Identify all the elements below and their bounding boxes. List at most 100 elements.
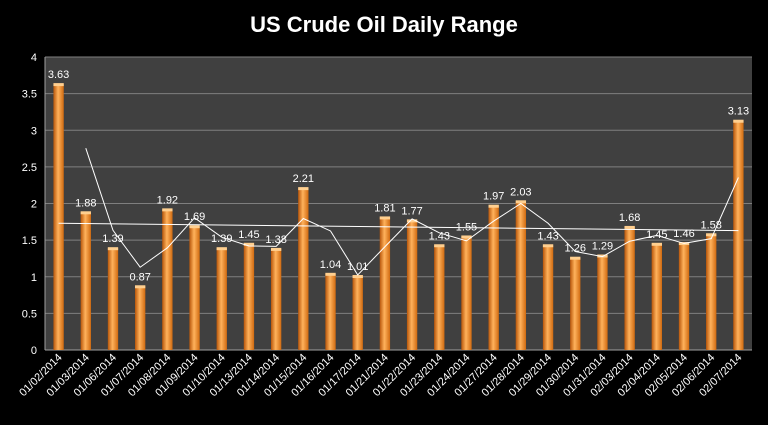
bar-top bbox=[189, 225, 200, 229]
bar-top bbox=[243, 242, 255, 246]
data-label: 2.21 bbox=[293, 173, 314, 185]
bar bbox=[352, 275, 363, 350]
bar-body bbox=[298, 188, 309, 350]
bar-top bbox=[325, 272, 336, 276]
bar bbox=[298, 187, 309, 350]
bar bbox=[135, 285, 146, 350]
y-tick-label: 2.5 bbox=[22, 162, 37, 174]
data-label: 1.26 bbox=[565, 243, 586, 255]
bar-top bbox=[515, 200, 527, 204]
bar-body bbox=[488, 205, 499, 350]
bar-top bbox=[379, 216, 391, 220]
bar-body bbox=[216, 248, 227, 350]
data-label: 1.29 bbox=[592, 241, 613, 253]
data-label: 1.45 bbox=[646, 229, 667, 241]
y-tick-label: 1.5 bbox=[22, 235, 37, 247]
data-label: 1.88 bbox=[75, 197, 96, 209]
bar-top bbox=[488, 204, 499, 208]
bar bbox=[488, 204, 499, 350]
data-label: 3.13 bbox=[728, 106, 749, 118]
data-label: 1.04 bbox=[320, 259, 341, 271]
data-label: 1.68 bbox=[619, 212, 640, 224]
y-tick-label: 1 bbox=[31, 272, 37, 284]
y-tick-label: 3 bbox=[31, 125, 37, 137]
bar bbox=[243, 242, 255, 350]
y-tick-label: 0.5 bbox=[22, 308, 37, 320]
data-label: 1.01 bbox=[347, 261, 368, 273]
bar-top bbox=[216, 247, 227, 251]
bar bbox=[107, 247, 119, 350]
bar-body bbox=[189, 226, 200, 350]
y-tick-label: 2 bbox=[31, 199, 37, 211]
bar-body bbox=[406, 220, 418, 350]
chart-title: US Crude Oil Daily Range bbox=[250, 12, 518, 37]
bar-top bbox=[406, 219, 418, 223]
bar-top bbox=[597, 254, 608, 258]
data-label: 1.43 bbox=[429, 230, 450, 242]
bar-top bbox=[352, 275, 363, 279]
data-label: 1.55 bbox=[456, 221, 477, 233]
bar-body bbox=[542, 245, 554, 350]
data-label: 1.46 bbox=[673, 228, 694, 240]
bar-body bbox=[270, 248, 282, 350]
bar bbox=[162, 208, 173, 350]
trend-line bbox=[58, 222, 739, 232]
bar-body bbox=[53, 84, 64, 350]
bar-body bbox=[570, 257, 581, 350]
bar-top bbox=[706, 233, 717, 237]
bar bbox=[189, 225, 200, 350]
data-label: 3.63 bbox=[48, 69, 69, 81]
bar-top bbox=[135, 285, 146, 289]
bar-top bbox=[542, 244, 554, 248]
bar-body bbox=[379, 217, 391, 350]
bar-body bbox=[678, 243, 690, 350]
bar-top bbox=[651, 242, 662, 246]
bar bbox=[515, 200, 527, 350]
data-label: 0.87 bbox=[129, 271, 150, 283]
bar-top bbox=[298, 187, 309, 191]
bar-body bbox=[515, 201, 527, 350]
bar-body bbox=[597, 255, 608, 350]
bar-top bbox=[461, 235, 472, 239]
y-tick-label: 0 bbox=[31, 345, 37, 357]
bar bbox=[379, 216, 391, 350]
data-label: 1.38 bbox=[265, 234, 286, 246]
bar-top bbox=[434, 244, 445, 248]
bar-body bbox=[243, 243, 255, 350]
data-label: 1.81 bbox=[374, 202, 395, 214]
bar-body bbox=[651, 243, 662, 350]
data-label: 1.92 bbox=[157, 194, 178, 206]
data-label: 1.58 bbox=[701, 219, 722, 231]
y-tick-label: 4 bbox=[31, 52, 37, 64]
bar-body bbox=[733, 120, 744, 350]
bar-body bbox=[352, 276, 363, 350]
bar bbox=[270, 247, 282, 350]
bar-top bbox=[53, 83, 64, 87]
y-tick-label: 3.5 bbox=[22, 89, 37, 101]
data-label: 1.69 bbox=[184, 211, 205, 223]
bar-body bbox=[80, 212, 91, 350]
bar-body bbox=[325, 273, 336, 350]
bar bbox=[325, 272, 336, 350]
bar bbox=[542, 244, 554, 350]
data-label: 1.43 bbox=[537, 230, 558, 242]
bar-body bbox=[434, 245, 445, 350]
bar bbox=[406, 219, 418, 350]
bar-top bbox=[624, 225, 635, 229]
bar-body bbox=[135, 286, 146, 350]
bar-body bbox=[706, 234, 717, 350]
bar bbox=[53, 83, 64, 350]
data-label: 1.39 bbox=[211, 233, 232, 245]
moving-average-line bbox=[85, 148, 739, 276]
bar-body bbox=[107, 248, 119, 350]
data-label: 1.39 bbox=[102, 233, 123, 245]
data-label: 1.97 bbox=[483, 191, 504, 203]
bar bbox=[434, 244, 445, 350]
bar bbox=[570, 256, 581, 350]
bar-top bbox=[270, 247, 282, 251]
data-label: 1.45 bbox=[238, 229, 259, 241]
bar-body bbox=[162, 209, 173, 350]
bar bbox=[678, 242, 690, 350]
